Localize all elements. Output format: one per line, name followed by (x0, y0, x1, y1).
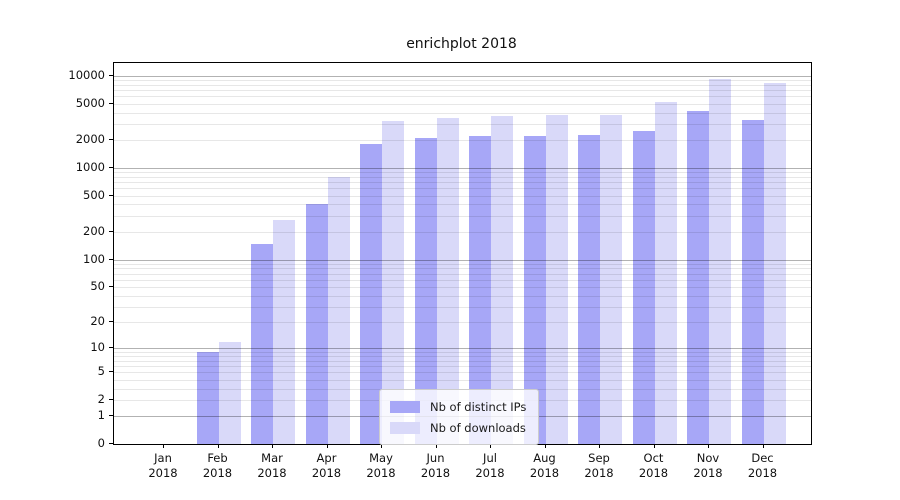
x-tick-label-feb: Feb 2018 (202, 451, 233, 480)
legend-swatch-distinct-ips (390, 400, 420, 413)
legend-item-distinct-ips: Nb of distinct IPs (390, 396, 526, 417)
bar-distinct-ips-apr (305, 204, 328, 444)
x-tick-label-nov: Nov 2018 (693, 451, 723, 480)
bar-downloads-jul (491, 115, 513, 444)
y-tickmark (109, 74, 113, 76)
bar-distinct-ips-jul (469, 136, 491, 444)
x-tickmark (217, 444, 219, 448)
y-tick-label: 50 (90, 278, 105, 293)
bar-downloads-mar (273, 220, 295, 444)
y-tick-label: 2 (97, 392, 105, 407)
y-tick-label: 5 (97, 364, 105, 379)
y-tickmark (109, 231, 113, 232)
legend-item-downloads: Nb of downloads (390, 417, 526, 438)
bar-downloads-may (382, 121, 404, 444)
legend-swatch-downloads (390, 421, 420, 434)
x-tick-label-mar: Mar 2018 (257, 451, 287, 480)
x-tickmark (272, 444, 273, 448)
y-tick-label: 100 (83, 251, 105, 266)
bar-downloads-apr (327, 176, 350, 444)
bar-distinct-ips-jun (414, 138, 437, 444)
y-tick-label: 5000 (75, 95, 105, 110)
bar-downloads-sep (600, 114, 622, 444)
x-tickmark (435, 444, 437, 448)
legend-label-downloads: Nb of downloads (430, 420, 526, 435)
bar-distinct-ips-sep (578, 134, 600, 444)
x-tickmark (163, 444, 164, 448)
x-tick-label-apr: Apr 2018 (311, 451, 342, 480)
bar-downloads-nov (709, 79, 731, 444)
x-tickmark (326, 444, 328, 448)
x-tickmark (708, 444, 709, 448)
x-tick-label-jun: Jun 2018 (420, 451, 451, 480)
bar-distinct-ips-may (360, 144, 382, 444)
y-tickmark (109, 258, 113, 260)
x-tick-label-oct: Oct 2018 (638, 451, 669, 480)
y-tickmark (109, 371, 113, 373)
bar-distinct-ips-aug (523, 136, 546, 444)
y-tick-label: 10000 (68, 67, 105, 82)
y-tick-label: 10 (90, 340, 105, 355)
bar-downloads-feb (218, 341, 241, 444)
y-tickmark (109, 415, 113, 417)
x-tick-label-dec: Dec 2018 (747, 451, 778, 480)
bar-downloads-dec (763, 82, 786, 444)
y-tick-label: 1 (97, 408, 105, 423)
x-tickmark (653, 444, 655, 448)
y-tickmark (109, 102, 113, 104)
y-tickmark (109, 139, 113, 141)
y-tickmark (109, 166, 113, 168)
y-tickmark (109, 443, 113, 444)
bar-distinct-ips-dec (741, 120, 764, 444)
x-tick-label-aug: Aug 2018 (529, 451, 560, 480)
chart-title: enrichplot 2018 (406, 36, 517, 52)
y-tickmark (109, 285, 113, 287)
y-tick-label: 500 (83, 187, 105, 202)
legend: Nb of distinct IPs Nb of downloads (379, 389, 540, 445)
x-tick-label-jul: Jul 2018 (475, 451, 505, 480)
y-tick-label: 1000 (75, 159, 105, 174)
bar-distinct-ips-oct (632, 131, 655, 444)
bar-downloads-jun (436, 117, 459, 444)
plot-area: Nb of distinct IPs Nb of downloads (113, 62, 812, 445)
x-tickmark (381, 444, 382, 448)
y-tickmark (109, 347, 113, 349)
y-tick-label: 2000 (75, 132, 105, 147)
legend-label-distinct-ips: Nb of distinct IPs (430, 399, 527, 414)
bar-distinct-ips-mar (251, 243, 273, 444)
y-tickmark (109, 399, 113, 401)
x-tickmark (490, 444, 491, 448)
x-tick-label-sep: Sep 2018 (584, 451, 614, 480)
x-tick-label-may: May 2018 (366, 451, 396, 480)
y-tick-label: 0 (97, 436, 105, 450)
bar-downloads-aug (545, 114, 568, 444)
x-tick-label-jan: Jan 2018 (148, 451, 178, 480)
y-tickmark (109, 194, 113, 196)
bar-distinct-ips-feb (196, 352, 219, 444)
bar-distinct-ips-nov (687, 110, 709, 444)
bars-layer (114, 63, 811, 444)
y-tick-label: 200 (83, 224, 105, 238)
x-tickmark (599, 444, 600, 448)
y-tick-label: 20 (90, 314, 105, 329)
x-tickmark (762, 444, 764, 448)
x-tickmark (544, 444, 546, 448)
bar-downloads-oct (654, 102, 677, 444)
y-tickmark (109, 321, 113, 323)
